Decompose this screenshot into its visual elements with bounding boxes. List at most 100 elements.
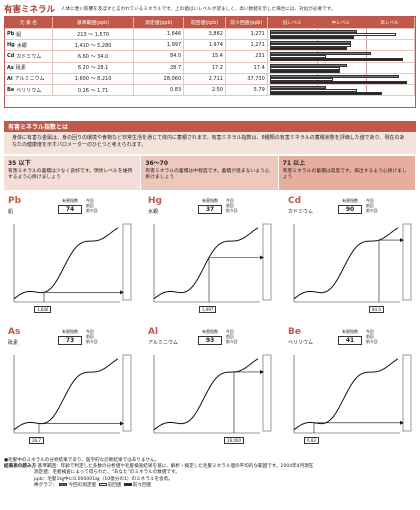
prevprev-cell: 17.4 bbox=[226, 62, 268, 73]
arrow-head bbox=[260, 255, 264, 260]
index-value: 74 bbox=[58, 205, 82, 214]
bar-cell bbox=[268, 62, 416, 73]
index-value: 73 bbox=[58, 336, 82, 345]
legend-prevprev: 前々回 bbox=[366, 208, 378, 213]
grid-line bbox=[365, 62, 367, 73]
bar-prev bbox=[269, 33, 396, 36]
chart-legend: 今回 前回 前々回 bbox=[226, 329, 237, 344]
legend-prev: 前回 bbox=[366, 334, 374, 339]
col-prev: 前回値(ppb) bbox=[184, 17, 226, 28]
index-value: 90 bbox=[338, 205, 362, 214]
index-box: 有害指数 90 bbox=[338, 198, 362, 214]
index-levels: 35 以下 有害ミネラルの蓄積は少なく良好です。現状レベルを維持するよう心掛けま… bbox=[4, 156, 416, 190]
legend-current: 今回 bbox=[226, 198, 234, 203]
index-scale bbox=[402, 354, 412, 432]
index-level-2: 36～70 有害ミネラルの蓄積は中程度です。蓄積が進まないよう心掛けましょう bbox=[141, 156, 279, 190]
bar-current bbox=[269, 30, 357, 33]
value-cell: 28.7 bbox=[134, 62, 185, 73]
bar-prev bbox=[269, 88, 357, 92]
chart-legend: 今回 前回 前々回 bbox=[226, 198, 237, 213]
range-cell: 6.60 ～ 34.0 bbox=[53, 51, 135, 62]
prev-cell: 17.2 bbox=[184, 62, 226, 73]
element-cell: As 砒素 bbox=[5, 62, 53, 73]
mineral-chart: Pb 鉛 有害指数 74 今回 前回 前々回 1,646 bbox=[6, 196, 134, 313]
prevprev-cell: 1,271 bbox=[226, 40, 268, 51]
chart-element-name: 鉛 bbox=[8, 209, 14, 215]
level-high: 高レベル bbox=[380, 20, 399, 26]
curve bbox=[13, 358, 119, 431]
table-row: Hg 水銀 1,410 ～ 5,280 1,997 1,974 1,271 bbox=[5, 40, 416, 52]
footer-line-1: 基準範囲：年齢で判定した多数の分析値や毛髪検査結果を基に、解析・検定した毛髪ミネ… bbox=[37, 464, 314, 470]
footer-line-2: 測定値：毛髪検査によって得られた、"あなた"のミネラルの数値です。 bbox=[34, 470, 180, 476]
chart-element-name: ベリリウム bbox=[288, 340, 314, 346]
index-level-3: 71 以上 有害ミネラルの蓄積は高度です。排出するよう心掛けましょう bbox=[278, 156, 416, 190]
table-row: Be ベリリウム 0.26 ～ 1.71 0.83 2.50 5.79 bbox=[5, 84, 416, 97]
element-cell: Al アルミニウム bbox=[5, 73, 53, 84]
chart-legend: 今回 前回 前々回 bbox=[366, 198, 377, 213]
element-symbol: Be bbox=[7, 87, 15, 94]
bar-current bbox=[269, 63, 347, 67]
range-cell: 0.26 ～ 1.71 bbox=[53, 84, 135, 96]
chart-symbol: As bbox=[8, 327, 21, 337]
bar-prev bbox=[269, 44, 351, 48]
measured-value-label: 1,646 bbox=[34, 306, 52, 313]
element-symbol: Hg bbox=[7, 42, 15, 49]
bar-prev bbox=[269, 55, 326, 59]
arrow-head bbox=[120, 290, 124, 295]
range-cell: 6.20 ～ 28.1 bbox=[53, 62, 135, 73]
level-text: 有害ミネラルの蓄積は少なく良好です。現状レベルを維持するよう心掛けましょう bbox=[8, 169, 133, 180]
prevprev-cell: 231 bbox=[226, 51, 268, 62]
footer-legend: 棒グラフ： 今回の測定値 前回値 前々回値 bbox=[4, 482, 416, 489]
measured-value-label: 1,997 bbox=[199, 306, 217, 313]
chart-plot bbox=[13, 354, 132, 434]
element-cell: Pb 鉛 bbox=[5, 29, 53, 40]
legend-prevprev: 前々回 bbox=[366, 339, 378, 344]
grid-line bbox=[365, 40, 367, 51]
element-name: 水銀 bbox=[16, 42, 27, 49]
index-scale bbox=[122, 354, 132, 432]
legend-current: 今回 bbox=[366, 329, 374, 334]
value-cell: 84.0 bbox=[134, 51, 185, 62]
legend-prevprev: 前々回値 bbox=[132, 482, 152, 488]
element-symbol: Al bbox=[7, 75, 13, 82]
element-symbol: Pb bbox=[7, 31, 15, 38]
legend-prevprev: 前々回 bbox=[226, 208, 238, 213]
footer-howto: 結果表の読み方 bbox=[4, 464, 37, 470]
bar-current bbox=[269, 85, 326, 89]
grid-line bbox=[365, 84, 367, 96]
legend-swatch-current bbox=[59, 482, 68, 486]
page-header: 有害ミネラル 人体に悪い影響を及ぼすと言われているミネラルです。上の値はいレベル… bbox=[4, 3, 416, 15]
legend-prevprev: 前々回 bbox=[86, 208, 98, 213]
index-section-body: 身体に有害な金属は、身の回りの環境や食物など日常生活を通じて体内に蓄積されます。… bbox=[4, 132, 416, 154]
table-body: Pb 鉛 213 ～ 1,570 1,646 3,862 1,271 Hg 水銀 1… bbox=[5, 29, 416, 97]
table-row: Al アルミニウム 1,600 ～ 8,210 28,060 2,711 37,7… bbox=[5, 73, 416, 85]
element-symbol: Cd bbox=[7, 53, 15, 60]
footer-line-3: ppb：毛髪1㎏中に0.000001㎎（10億分の1）のミネラルを含有。 bbox=[34, 476, 173, 482]
element-name: ベリリウム bbox=[16, 87, 42, 94]
table-row: Pb 鉛 213 ～ 1,570 1,646 3,862 1,271 bbox=[5, 29, 416, 41]
chart-legend: 今回 前回 前々回 bbox=[366, 329, 377, 344]
index-label: 有害指数 bbox=[342, 329, 358, 334]
grid-line bbox=[365, 73, 367, 84]
arrow-head bbox=[120, 421, 124, 426]
chart-plot bbox=[153, 223, 272, 303]
bar-cell bbox=[268, 84, 416, 96]
value-cell: 0.83 bbox=[134, 84, 185, 96]
legend-swatch-prevprev bbox=[123, 482, 132, 486]
prev-cell: 1,974 bbox=[184, 40, 226, 51]
chart-plot bbox=[293, 223, 412, 303]
prev-cell: 3,862 bbox=[184, 29, 226, 40]
footer-line-4: 棒グラフ： bbox=[34, 482, 57, 488]
curve bbox=[293, 358, 399, 431]
table-row: Cd カドミウム 6.60 ～ 34.0 84.0 15.4 231 bbox=[5, 51, 416, 63]
arrow-head bbox=[260, 369, 264, 374]
range-cell: 1,600 ～ 8,210 bbox=[53, 73, 135, 84]
index-scale bbox=[402, 223, 412, 301]
element-name: アルミニウム bbox=[14, 76, 45, 83]
index-label: 有害指数 bbox=[62, 198, 78, 203]
element-cell: Cd カドミウム bbox=[5, 51, 53, 62]
curve bbox=[13, 227, 119, 300]
bar-prev bbox=[269, 77, 333, 81]
index-box: 有害指数 73 bbox=[58, 329, 82, 345]
curve bbox=[153, 227, 259, 300]
